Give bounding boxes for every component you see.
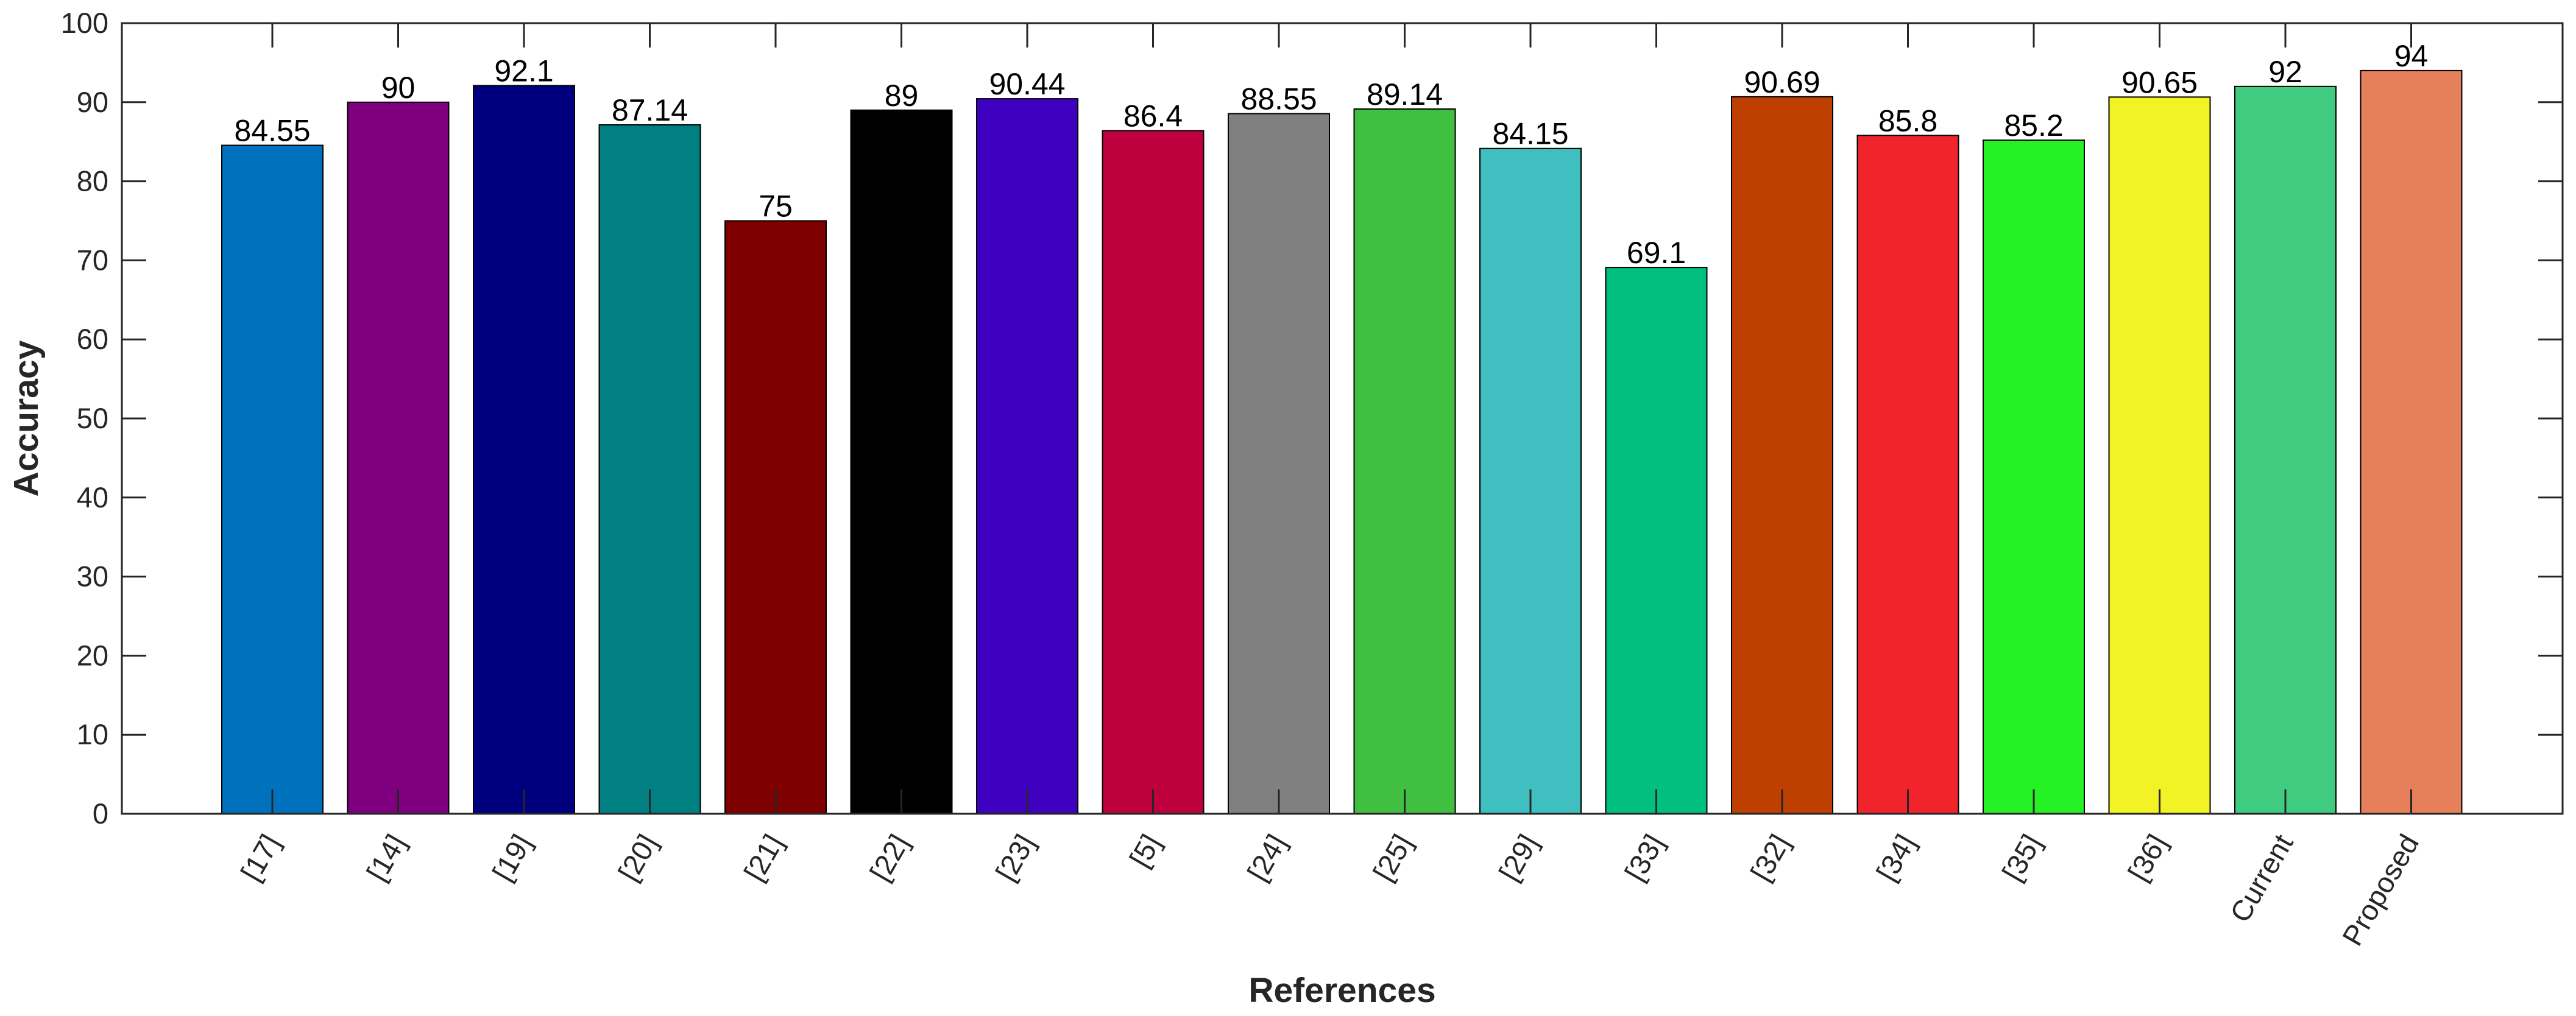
data-label-13: 85.8 [1878,104,1937,138]
data-label-0: 84.55 [234,114,310,148]
data-label-12: 90.69 [1744,65,1820,99]
data-label-11: 69.1 [1627,236,1686,270]
bar-1 [347,101,450,814]
y-axis-label: Accuracy [7,340,46,496]
y-tick-label: 90 [77,86,108,118]
data-label-6: 90.44 [989,67,1065,101]
data-label-8: 88.55 [1240,82,1317,116]
y-tick-label: 80 [77,165,108,197]
y-tick-label: 10 [77,718,108,750]
data-label-2: 92.1 [494,54,553,88]
bar-4 [724,220,827,814]
bar-14 [1983,139,2085,814]
bar-8 [1228,113,1330,815]
bar-13 [1856,135,1959,814]
bar-16 [2234,85,2337,815]
data-label-10: 84.15 [1492,117,1568,151]
bar-6 [976,98,1078,815]
x-axis-label: References [1248,971,1435,1010]
y-tick-label: 70 [77,244,108,276]
data-labels-group: 84.55 90 92.1 87.14 75 89 90.44 86.4 88.55 89.14 8… [234,39,2428,270]
bar-10 [1479,147,1582,814]
bar-17 [2360,69,2463,814]
bars-group [221,69,2463,815]
y-tick-label: 20 [77,639,108,671]
y-tick-label: 0 [93,797,108,830]
y-tick-label: 100 [61,7,108,39]
bar-9 [1353,108,1456,815]
y-tick-label: 60 [77,323,108,355]
bar-7 [1102,130,1205,815]
bar-12 [1731,96,1833,815]
data-label-14: 85.2 [2004,108,2063,143]
data-label-4: 75 [759,189,793,224]
bar-3 [598,124,701,814]
y-axis: 0 10 20 30 40 50 60 70 80 90 100 [61,7,2563,830]
data-label-7: 86.4 [1123,99,1183,133]
bar-15 [2108,96,2211,814]
y-tick-label: 40 [77,481,108,513]
bar-0 [221,144,324,814]
bar-5 [850,109,953,814]
y-tick-label: 50 [77,402,108,434]
data-label-15: 90.65 [2121,65,2198,99]
data-label-1: 90 [381,71,416,105]
bar-2 [473,85,575,815]
data-label-5: 89 [885,79,919,113]
bar-11 [1605,267,1708,815]
data-label-16: 92 [2268,55,2302,89]
data-label-9: 89.14 [1367,77,1443,111]
data-label-3: 87.14 [612,93,688,127]
y-tick-label: 30 [77,560,108,593]
